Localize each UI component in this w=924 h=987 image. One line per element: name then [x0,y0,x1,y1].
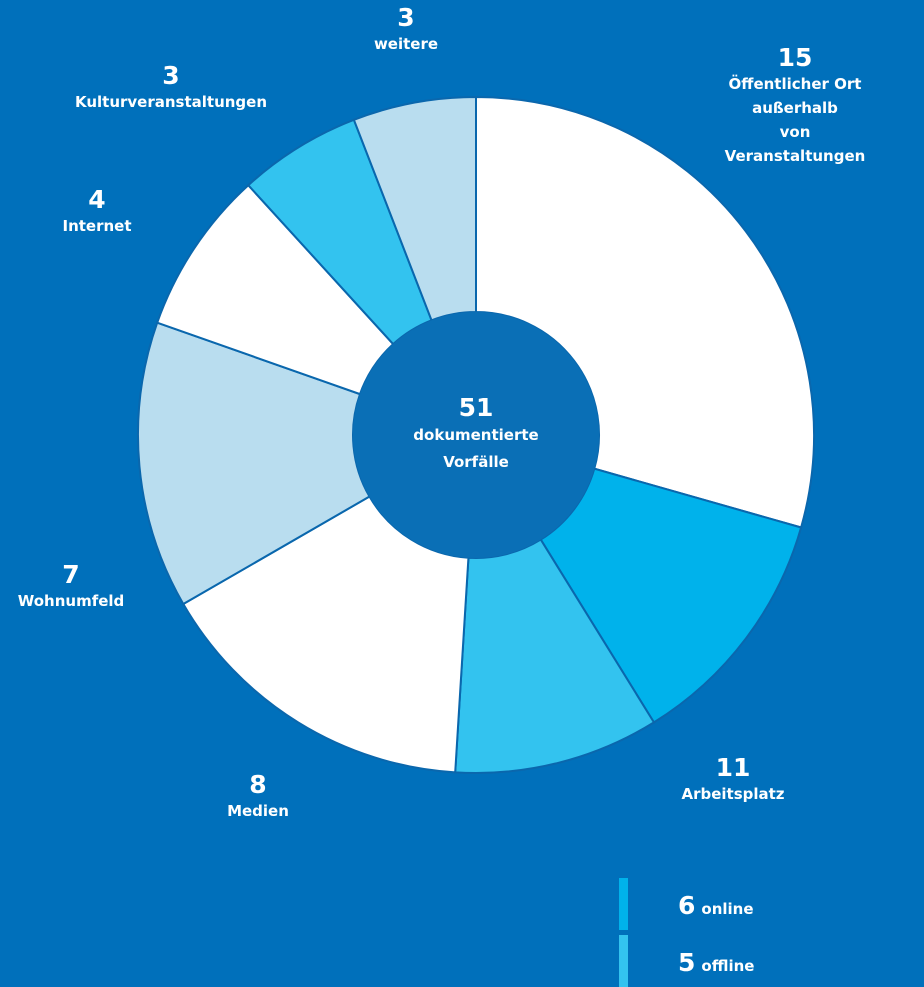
slice-name: Kulturveranstaltungen [74,93,268,111]
slice-label: 7 Wohnumfeld [18,561,125,613]
slice-value: 3 [162,61,180,90]
slice-label: 3 weitere [374,4,438,56]
slice-name: weitere [373,35,439,53]
legend-item: 5 offline [678,948,754,977]
slice-label: 8 Medien [227,771,289,823]
donut-segment [475,95,815,529]
slice-value: 8 [249,770,267,799]
legend-swatch [619,935,628,987]
total-name: dokumentierte Vorfälle [413,426,539,471]
legend-value: 5 [678,948,696,977]
slice-name: Internet [62,217,132,235]
slice-name: Wohnumfeld [17,592,125,610]
slice-value: 4 [88,185,106,214]
legend-name: offline [701,957,755,975]
slice-value: 15 [777,43,813,72]
center-circle [353,312,599,558]
slice-value: 11 [715,753,751,782]
slice-name: Arbeitsplatz [681,785,785,803]
legend-value: 6 [678,891,696,920]
slice-name: Öffentlicher Ort außerhalb von Veranstal… [724,75,866,165]
slice-value: 7 [62,560,80,589]
total-value: 51 [458,393,494,422]
slice-label: 11 Arbeitsplatz [681,754,784,806]
legend-name: online [701,900,754,918]
donut-segment [181,495,470,774]
slice-value: 3 [397,3,415,32]
center-label: 51 dokumentierte Vorfälle [413,394,538,476]
slice-label: 4 Internet [62,186,131,238]
legend-swatch [619,878,628,930]
slice-label: 15 Öffentlicher Ort außerhalb von Veranst… [725,44,866,168]
legend-item: 6 online [678,891,754,920]
slice-label: 3 Kulturveranstaltungen [75,62,267,114]
slice-name: Medien [227,802,289,820]
